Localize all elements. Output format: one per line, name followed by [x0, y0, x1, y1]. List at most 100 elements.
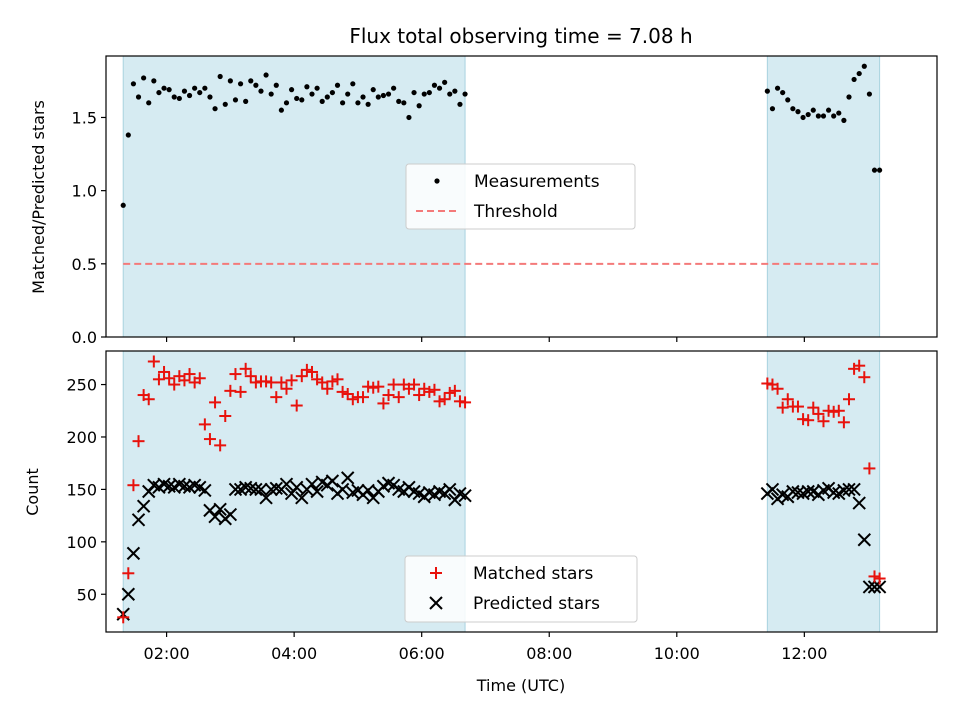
measurement-point-33 [288, 87, 295, 93]
measurement-point-74 [795, 109, 801, 115]
matched-point-57 [408, 378, 421, 391]
measurement-point-78 [815, 113, 821, 119]
measurement-point-50 [375, 94, 381, 100]
predicted-point-19 [213, 502, 227, 517]
matched-point-54 [392, 391, 405, 404]
matched-point-62 [433, 395, 446, 408]
measurement-point-20 [222, 101, 228, 107]
measurement-point-80 [825, 107, 832, 113]
matched-point-49 [367, 381, 380, 394]
measurement-point-24 [243, 98, 249, 104]
matched-point-65 [448, 384, 461, 397]
matched-point-44 [341, 387, 354, 400]
matched-point-33 [285, 374, 298, 387]
matched-point-76 [802, 414, 815, 427]
bottom-panel: 50 100 150 200 250 02:00 04:00 06:00 08:00 10:00… [23, 350, 938, 695]
measurement-point-68 [764, 88, 770, 94]
matched-point-17 [203, 433, 216, 446]
matched-point-80 [822, 404, 835, 417]
top-ytick-label-1: 0.5 [72, 255, 97, 274]
bottom-xtick-label-4: 10:00 [654, 644, 700, 663]
predicted-point-89 [867, 580, 882, 594]
predicted-point-32 [279, 477, 294, 491]
bottom-legend-box [404, 555, 638, 623]
measurement-point-40 [324, 94, 330, 100]
matched-point-52 [382, 389, 395, 402]
measurement-point-77 [810, 107, 816, 113]
measurement-point-27 [258, 88, 264, 94]
matched-point-18 [209, 396, 222, 409]
measurement-point-42 [334, 82, 341, 88]
measurement-point-56 [406, 114, 412, 121]
top-shaded-span-1 [766, 55, 881, 338]
predicted-point-1 [121, 587, 136, 601]
matched-point-5 [142, 393, 155, 406]
matched-point-61 [428, 383, 441, 396]
legend-matched-label: Matched stars [473, 564, 593, 584]
legend-predicted-label: Predicted stars [473, 594, 600, 614]
measurement-point-71 [780, 89, 786, 96]
measurement-point-79 [820, 113, 827, 119]
predicted-point-85 [847, 482, 861, 497]
matched-point-21 [224, 384, 237, 397]
measurement-point-4 [141, 75, 147, 81]
matched-point-37 [305, 365, 318, 378]
measurement-point-48 [365, 101, 371, 107]
measurement-point-89 [871, 167, 878, 173]
measurement-point-45 [350, 81, 356, 87]
matched-point-83 [837, 416, 850, 429]
matched-point-58 [413, 389, 426, 402]
measurement-point-14 [192, 85, 198, 91]
measurement-point-82 [836, 110, 842, 116]
matched-point-53 [387, 378, 400, 391]
bottom-xtick-label-1: 04:00 [271, 644, 317, 663]
measurement-point-5 [146, 100, 152, 106]
matched-point-35 [295, 370, 308, 383]
matched-point-19 [214, 439, 227, 452]
measurement-point-67 [462, 91, 468, 97]
measurement-point-49 [370, 87, 376, 93]
bot-ytick-label-2: 150 [66, 480, 97, 499]
measurement-point-35 [299, 97, 305, 103]
matched-point-20 [219, 410, 232, 423]
matched-point-72 [781, 393, 794, 406]
bot-ytick-label-0: 50 [77, 585, 97, 604]
measurement-point-21 [227, 78, 233, 84]
matched-point-71 [776, 401, 789, 414]
predicted-point-35 [295, 491, 309, 505]
measurement-point-43 [340, 100, 346, 106]
measurement-point-23 [237, 81, 244, 87]
matched-point-25 [244, 370, 257, 383]
measurement-point-10 [171, 94, 177, 100]
predicted-point-26 [249, 482, 263, 497]
measurement-point-38 [314, 85, 320, 91]
top-axes-frame [105, 55, 938, 338]
measurement-point-85 [851, 76, 857, 83]
measurement-point-59 [421, 91, 427, 97]
measurement-point-11 [176, 95, 182, 102]
matched-point-77 [807, 401, 820, 414]
measurement-point-54 [396, 98, 402, 104]
top-x-ticks [165, 337, 805, 342]
matched-point-2 [127, 479, 140, 492]
top-y-axis-label: Matched/Predicted stars [29, 100, 48, 294]
measurement-point-86 [856, 70, 862, 77]
matched-point-7 [152, 373, 165, 386]
top-ytick-label-2: 1.0 [72, 182, 97, 201]
matched-point-84 [842, 393, 855, 406]
measurement-point-72 [785, 97, 791, 103]
matched-point-45 [346, 393, 359, 406]
matched-point-89 [868, 570, 881, 583]
predicted-point-43 [335, 482, 350, 497]
measurement-point-41 [329, 89, 336, 96]
matched-point-28 [260, 375, 273, 388]
matched-point-48 [362, 380, 375, 393]
matched-point-24 [239, 362, 252, 375]
measurement-point-65 [452, 88, 458, 94]
measurement-point-61 [431, 82, 438, 88]
bottom-xtick-label-2: 06:00 [399, 644, 445, 663]
measurement-point-15 [197, 89, 203, 96]
matched-point-50 [372, 380, 385, 393]
measurement-point-22 [232, 97, 239, 103]
